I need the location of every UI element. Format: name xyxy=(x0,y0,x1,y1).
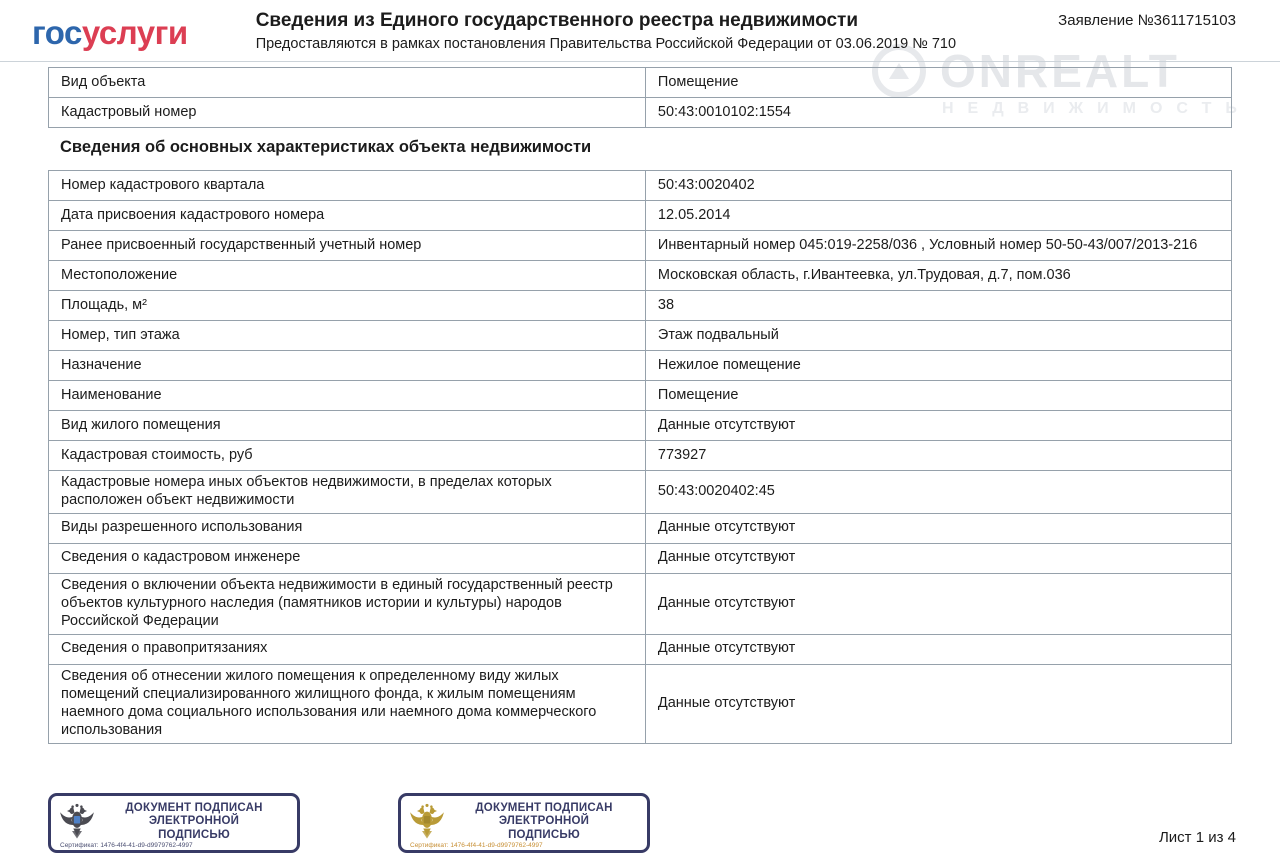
table-row: Сведения о кадастровом инженере Данные от… xyxy=(49,543,1231,574)
stamp-line-2: ЭЛЕКТРОННОЙ xyxy=(498,815,590,828)
table-row: Вид жилого помещения Данные отсутствуют xyxy=(49,411,1231,441)
row-label: Сведения о правопритязаниях xyxy=(49,634,646,664)
digital-signature-stamp-rosreestr: ДОКУМЕНТ ПОДПИСАН ЭЛЕКТРОННОЙ ПОДПИСЬЮ С… xyxy=(48,793,300,853)
section-title: Сведения об основных характеристиках объ… xyxy=(60,138,592,156)
row-value: Московская область, г.Ивантеевка, ул.Тру… xyxy=(657,266,1071,283)
document-title: Сведения из Единого государственного рее… xyxy=(255,10,859,31)
row-value: 38 xyxy=(657,296,675,313)
table-row: Номер кадастрового квартала 50:43:0020402 xyxy=(49,171,1231,201)
row-value: 773927 xyxy=(657,446,707,463)
table-row: Дата присвоения кадастрового номера 12.05… xyxy=(49,201,1231,231)
table-row: Виды разрешенного использования Данные от… xyxy=(49,513,1231,544)
stamp-line-3: ПОДПИСЬЮ xyxy=(158,828,230,841)
row-label: Вид объекта xyxy=(49,68,646,97)
table-row: Номер, тип этажа Этаж подвальный xyxy=(49,321,1231,351)
row-value: Нежилое помещение xyxy=(657,356,801,373)
row-label: Местоположение xyxy=(49,261,646,290)
object-summary-table: Вид объекта Помещение Кадастровый номер 50:… xyxy=(48,67,1232,128)
row-value: 50:43:0010102:1554 xyxy=(657,103,791,120)
watermark-brand: ONREALT xyxy=(940,45,1180,97)
double-headed-eagle-icon xyxy=(410,803,444,839)
header-divider xyxy=(0,61,1280,62)
table-row: Кадастровые номера иных объектов недвижи… xyxy=(49,471,1231,514)
stamp-certificate-line: Сертификат: 1476-4f4-41-d9-d9979762-4997 xyxy=(60,842,193,849)
double-headed-eagle-icon xyxy=(60,803,94,839)
table-row: Вид объекта Помещение xyxy=(49,68,1231,98)
stamp-certificate-line: Сертификат: 1476-4f4-41-d9-d9979762-4997 xyxy=(410,842,543,849)
table-row: Местоположение Московская область, г.Иван… xyxy=(49,261,1231,291)
row-value: Помещение xyxy=(657,73,739,90)
table-row: Кадастровый номер 50:43:0010102:1554 xyxy=(49,98,1231,127)
document-header: госуслуги Сведения из Единого государств… xyxy=(0,0,1280,52)
row-label: Кадастровая стоимость, руб xyxy=(49,441,646,470)
logo-text-blue: гос xyxy=(32,14,82,51)
watermark: ONREALT НЕДВИЖИМОСТЬ xyxy=(872,44,1252,118)
row-value: 50:43:0020402 xyxy=(657,176,755,193)
table-row: Наименование Помещение xyxy=(49,381,1231,411)
row-label: Ранее присвоенный государственный учетны… xyxy=(49,231,646,260)
gosuslugi-logo: госуслуги xyxy=(32,14,188,52)
row-label: Кадастровый номер xyxy=(49,98,646,127)
row-label: Назначение xyxy=(49,351,646,380)
row-value: Данные отсутствуют xyxy=(657,594,796,611)
row-label: Сведения о кадастровом инженере xyxy=(49,543,646,573)
row-value: Этаж подвальный xyxy=(657,326,779,343)
table-row: Сведения о включении объекта недвижимост… xyxy=(49,573,1231,635)
row-value: Данные отсутствуют xyxy=(657,694,796,711)
table-row: Назначение Нежилое помещение xyxy=(49,351,1231,381)
document-subtitle: Предоставляются в рамках постановления П… xyxy=(255,36,957,52)
row-label: Наименование xyxy=(49,381,646,410)
table-row: Площадь, м² 38 xyxy=(49,291,1231,321)
page-number: Лист 1 из 4 xyxy=(1158,829,1236,846)
table-row: Сведения об отнесении жилого помещения к… xyxy=(49,664,1231,743)
row-value: Помещение xyxy=(657,386,739,403)
stamp-line-1: ДОКУМЕНТ ПОДПИСАН xyxy=(475,801,613,814)
stamp-line-1: ДОКУМЕНТ ПОДПИСАН xyxy=(125,801,263,814)
watermark-subtitle: НЕДВИЖИМОСТЬ xyxy=(942,100,1251,117)
stamp-line-2: ЭЛЕКТРОННОЙ xyxy=(148,815,240,828)
row-value: 12.05.2014 xyxy=(657,206,731,223)
row-label: Номер, тип этажа xyxy=(49,321,646,350)
row-label: Кадастровые номера иных объектов недвижи… xyxy=(49,471,646,513)
row-label: Виды разрешенного использования xyxy=(49,513,646,543)
characteristics-table: Номер кадастрового квартала 50:43:0020402… xyxy=(48,170,1232,744)
row-label: Вид жилого помещения xyxy=(49,411,646,440)
table-row: Ранее присвоенный государственный учетны… xyxy=(49,231,1231,261)
row-label: Номер кадастрового квартала xyxy=(49,171,646,200)
row-value: Данные отсутствуют xyxy=(657,519,796,536)
row-value: Инвентарный номер 045:019-2258/036 , Усл… xyxy=(657,236,1198,253)
application-number: Заявление №3611715103 xyxy=(1058,12,1236,29)
digital-signature-stamp-coat-of-arms: ДОКУМЕНТ ПОДПИСАН ЭЛЕКТРОННОЙ ПОДПИСЬЮ С… xyxy=(398,793,650,853)
row-label: Сведения о включении объекта недвижимост… xyxy=(49,573,646,634)
row-value: Данные отсутствуют xyxy=(657,549,796,566)
row-label: Площадь, м² xyxy=(49,291,646,320)
table-row: Сведения о правопритязаниях Данные отсутс… xyxy=(49,634,1231,665)
row-label: Сведения об отнесении жилого помещения к… xyxy=(49,664,646,743)
row-label: Дата присвоения кадастрового номера xyxy=(49,201,646,230)
table-row: Кадастровая стоимость, руб 773927 xyxy=(49,441,1231,471)
row-value: Данные отсутствуют xyxy=(657,416,796,433)
row-value: 50:43:0020402:45 xyxy=(657,482,775,499)
stamp-line-3: ПОДПИСЬЮ xyxy=(508,828,580,841)
row-value: Данные отсутствуют xyxy=(657,640,796,657)
logo-text-red: услуги xyxy=(81,14,188,51)
